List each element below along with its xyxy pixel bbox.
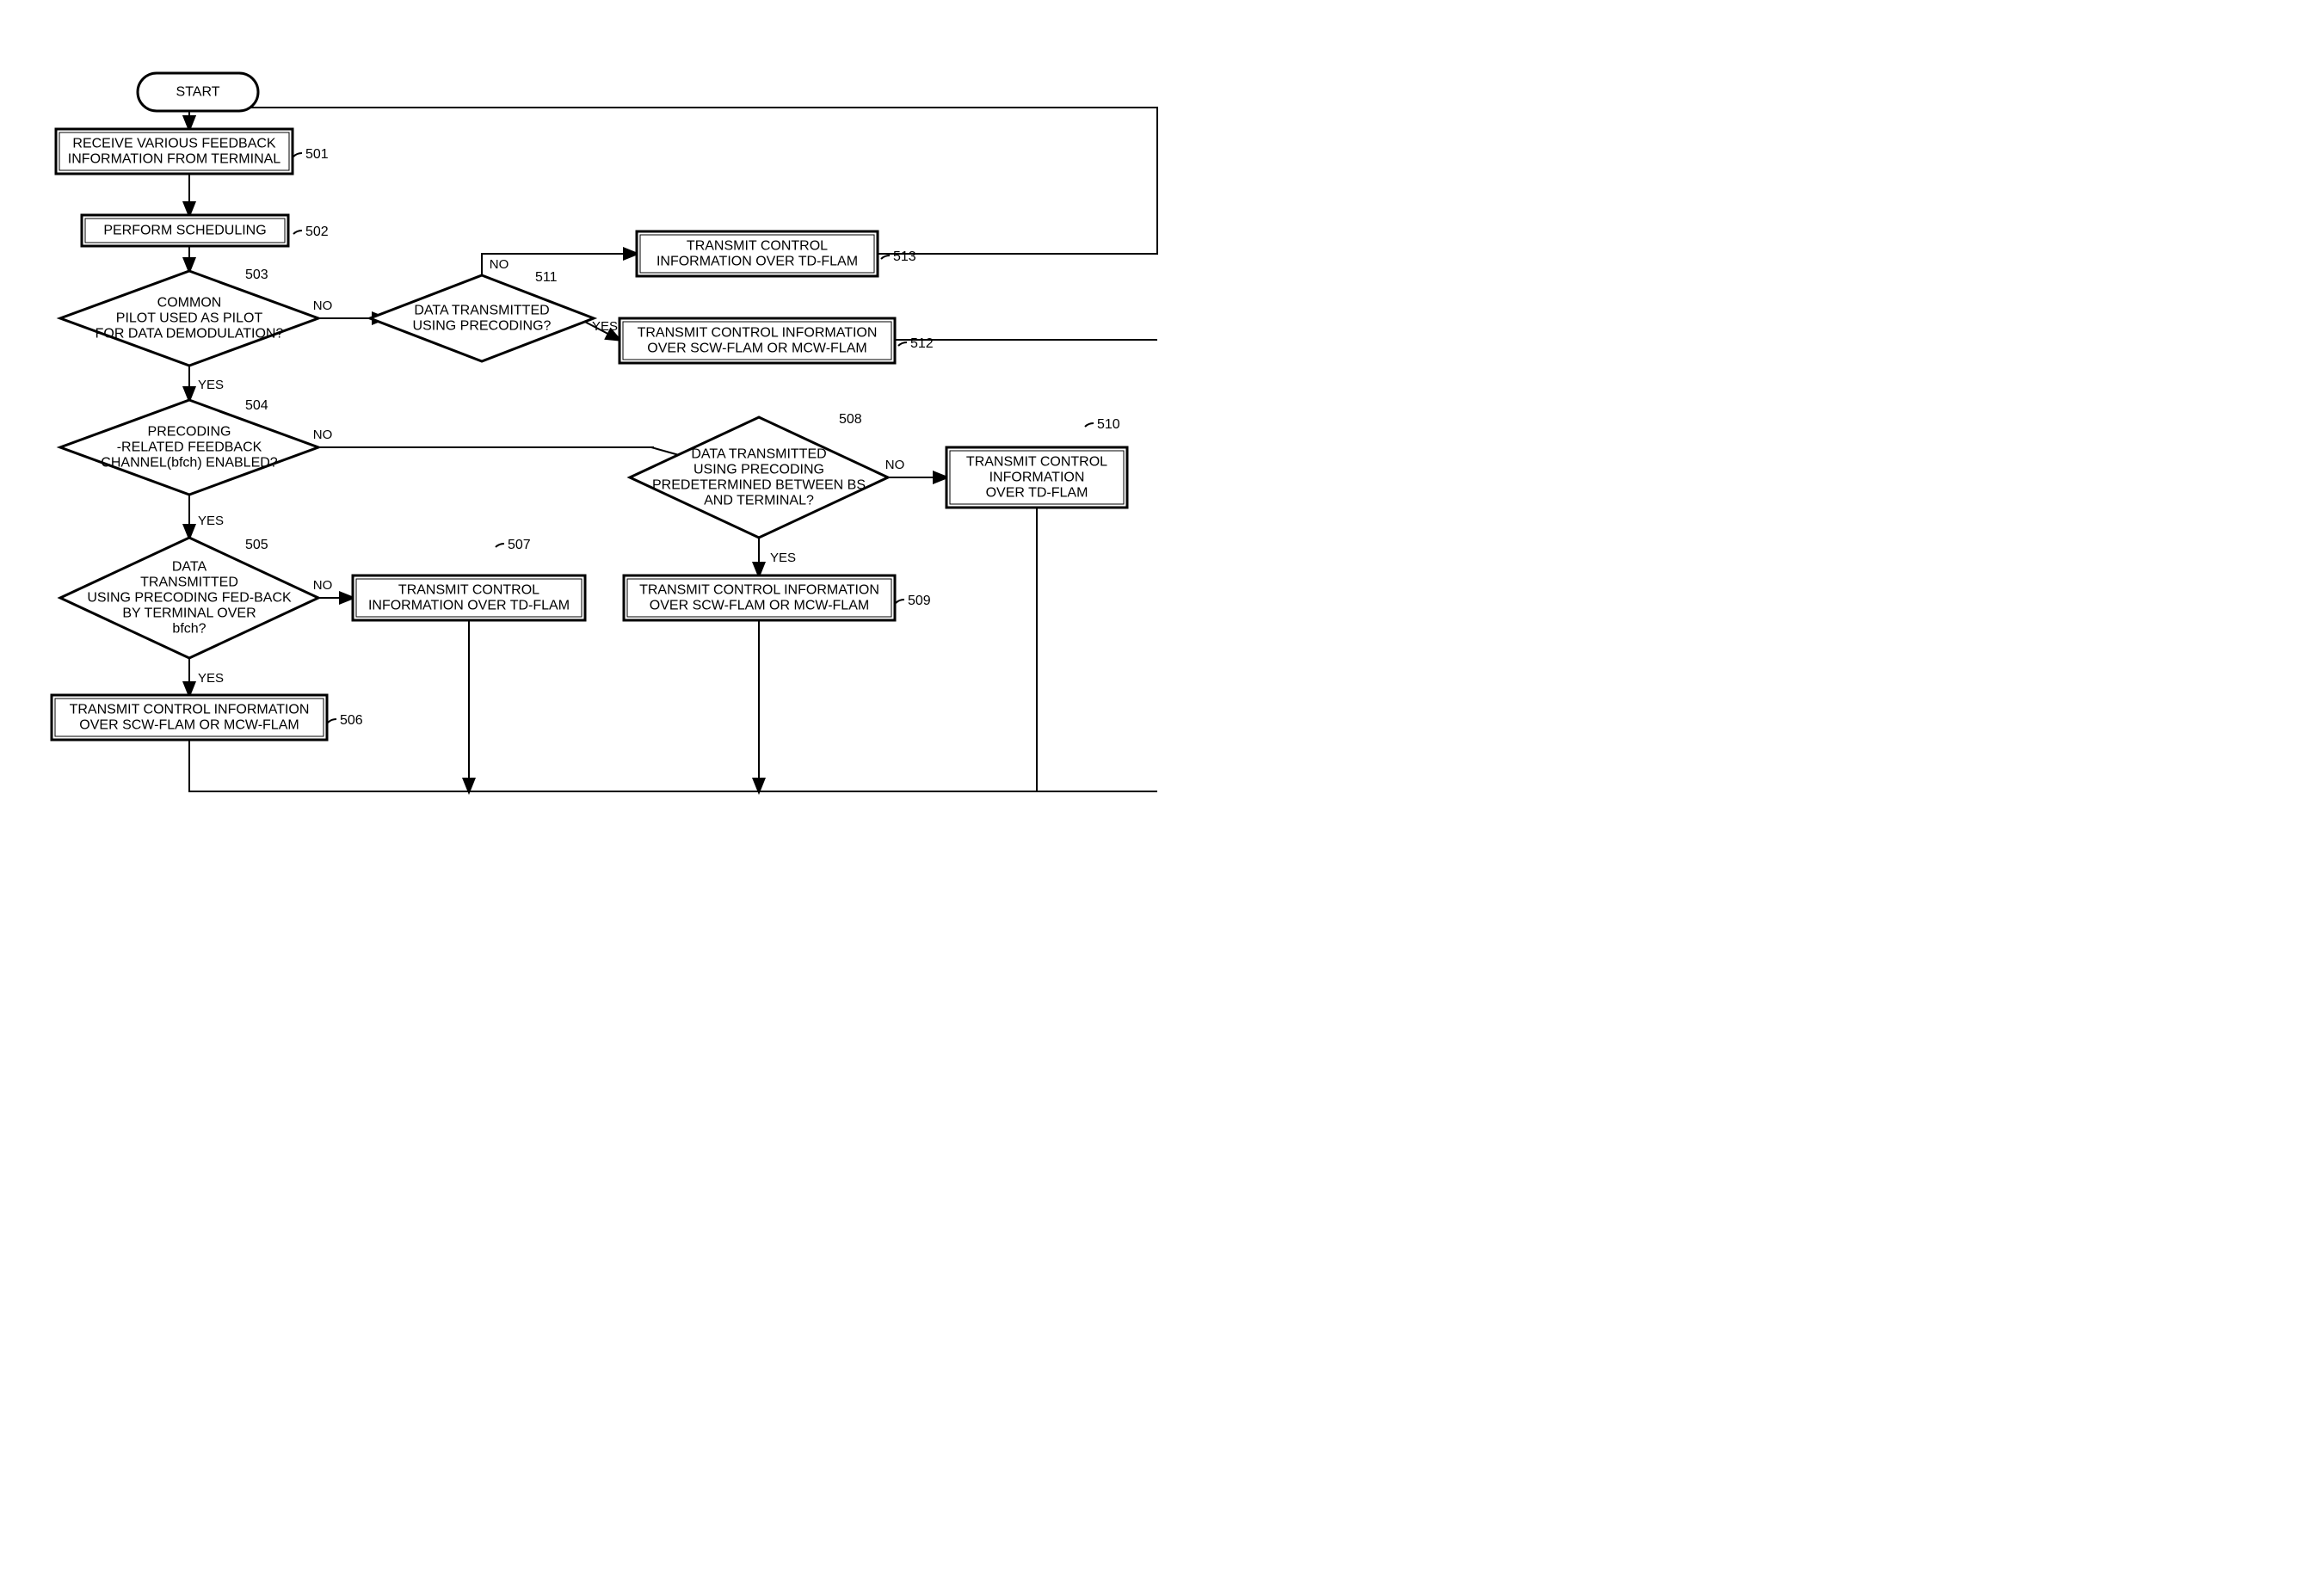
node-d505: DATATRANSMITTEDUSING PRECODING FED-BACKB… — [60, 538, 318, 658]
node-tag: 506 — [340, 713, 363, 728]
node-tag: 510 — [1097, 417, 1120, 432]
flowchart-canvas: STARTRECEIVE VARIOUS FEEDBACKINFORMATION… — [0, 0, 1179, 843]
node-text: USING PRECODING — [694, 463, 824, 477]
node-text: DATA — [172, 560, 207, 575]
node-text: FOR DATA DEMODULATION? — [96, 327, 284, 342]
node-tag: 509 — [908, 594, 931, 608]
node-text: USING PRECODING? — [413, 319, 552, 334]
node-text: PILOT USED AS PILOT — [116, 311, 263, 326]
node-text: PREDETERMINED BETWEEN BS — [652, 478, 866, 493]
node-text: COMMON — [157, 296, 222, 311]
node-text: OVER SCW-FLAM OR MCW-FLAM — [79, 718, 299, 733]
node-text: bfch? — [172, 622, 206, 637]
edge-label: YES — [198, 378, 224, 392]
node-text: TRANSMIT CONTROL — [687, 239, 828, 254]
node-n506: TRANSMIT CONTROL INFORMATIONOVER SCW-FLA… — [52, 695, 327, 740]
node-tag: 503 — [245, 268, 268, 282]
node-n502: PERFORM SCHEDULING — [82, 215, 288, 246]
node-tag: 511 — [535, 270, 558, 285]
edge-label: NO — [313, 578, 333, 593]
edge-label: NO — [313, 428, 333, 442]
node-tag: 504 — [245, 398, 268, 413]
node-tag: 508 — [839, 412, 862, 427]
node-text: CHANNEL(bfch) ENABLED? — [101, 456, 278, 471]
node-text: TRANSMIT CONTROL INFORMATION — [639, 583, 879, 598]
node-text: OVER SCW-FLAM OR MCW-FLAM — [647, 342, 866, 356]
node-text: TRANSMITTED — [140, 575, 238, 590]
node-n510: TRANSMIT CONTROLINFORMATIONOVER TD-FLAM — [946, 447, 1127, 508]
node-d508: DATA TRANSMITTEDUSING PRECODINGPREDETERM… — [630, 417, 888, 538]
node-n509: TRANSMIT CONTROL INFORMATIONOVER SCW-FLA… — [624, 575, 895, 620]
node-text: OVER TD-FLAM — [986, 486, 1088, 501]
node-text: AND TERMINAL? — [704, 494, 814, 508]
edge-label: NO — [885, 458, 905, 472]
node-text: TRANSMIT CONTROL — [966, 455, 1107, 470]
node-text: TRANSMIT CONTROL — [398, 583, 539, 598]
node-d503: COMMONPILOT USED AS PILOTFOR DATA DEMODU… — [60, 271, 318, 366]
node-tag: 512 — [910, 336, 934, 351]
edge-16 — [1037, 508, 1157, 791]
node-text: PRECODING — [148, 425, 231, 440]
node-text: USING PRECODING FED-BACK — [87, 591, 292, 606]
node-n501: RECEIVE VARIOUS FEEDBACKINFORMATION FROM… — [56, 129, 293, 174]
node-text: INFORMATION OVER TD-FLAM — [368, 599, 570, 613]
node-text: -RELATED FEEDBACK — [117, 440, 262, 455]
node-text: START — [176, 85, 220, 100]
node-n512: TRANSMIT CONTROL INFORMATIONOVER SCW-FLA… — [620, 318, 895, 363]
node-d504: PRECODING-RELATED FEEDBACKCHANNEL(bfch) … — [60, 400, 318, 495]
node-text: DATA TRANSMITTED — [691, 447, 826, 462]
edge-label: YES — [770, 551, 796, 565]
node-start: START — [138, 73, 258, 111]
edge-label: YES — [198, 671, 224, 686]
edge-19 — [189, 740, 1157, 791]
node-text: DATA TRANSMITTED — [414, 304, 549, 318]
node-text: PERFORM SCHEDULING — [103, 224, 266, 238]
node-d511: DATA TRANSMITTEDUSING PRECODING? — [370, 275, 594, 361]
node-text: OVER SCW-FLAM OR MCW-FLAM — [650, 599, 869, 613]
node-text: INFORMATION — [989, 471, 1085, 485]
edge-label: NO — [490, 257, 509, 272]
node-n507: TRANSMIT CONTROLINFORMATION OVER TD-FLAM — [353, 575, 585, 620]
node-tag: 502 — [305, 225, 329, 239]
node-text: BY TERMINAL OVER — [122, 606, 256, 621]
node-text: INFORMATION FROM TERMINAL — [68, 152, 281, 167]
node-text: INFORMATION OVER TD-FLAM — [657, 255, 858, 269]
node-text: TRANSMIT CONTROL INFORMATION — [70, 703, 310, 717]
edge-label: YES — [592, 319, 618, 334]
node-tag: 507 — [508, 538, 531, 552]
node-n513: TRANSMIT CONTROLINFORMATION OVER TD-FLAM — [637, 231, 878, 276]
node-text: TRANSMIT CONTROL INFORMATION — [638, 326, 878, 341]
node-tag: 501 — [305, 147, 329, 162]
node-tag: 505 — [245, 538, 268, 552]
node-tag: 513 — [893, 249, 916, 264]
edge-label: YES — [198, 514, 224, 528]
edge-label: NO — [313, 298, 333, 313]
node-text: RECEIVE VARIOUS FEEDBACK — [72, 137, 276, 151]
